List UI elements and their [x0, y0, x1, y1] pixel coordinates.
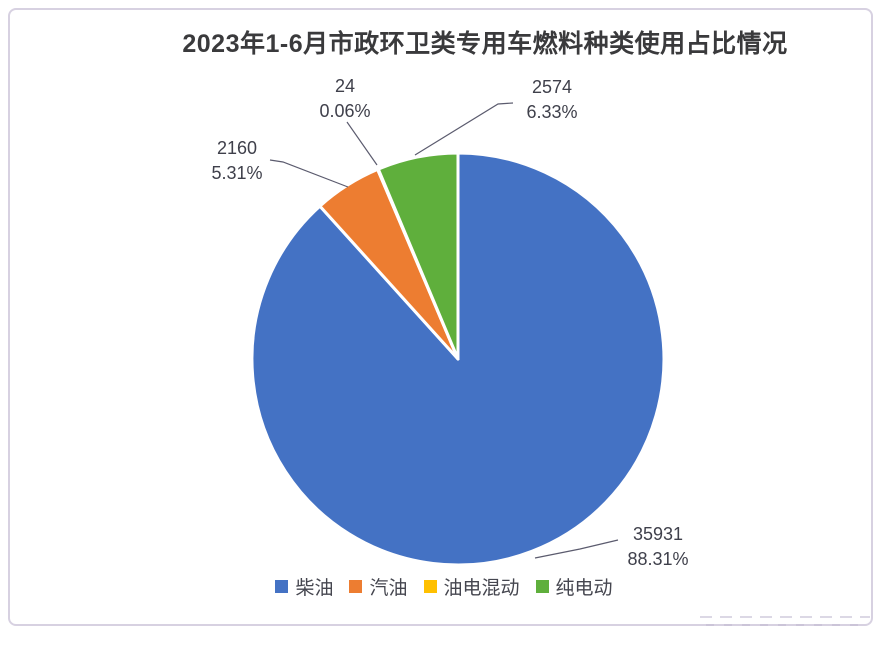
pie-slice-1 [250, 151, 666, 567]
legend-swatch-icon [275, 580, 289, 593]
legend-item-label: 汽油 [369, 578, 408, 599]
legend-swatch-icon [423, 580, 437, 593]
leader-line-3 [346, 121, 378, 166]
pie-slice-4 [376, 151, 460, 361]
legend-item-4: 纯电动 [535, 573, 613, 600]
legend-item-label: 纯电动 [555, 578, 613, 599]
data-label-diesel: 35931 88.31% [627, 522, 688, 572]
chart-title: 2023年1-6月市政环卫类专用车燃料种类使用占比情况 [182, 30, 788, 58]
legend: 柴油 汽油 油电混动 纯电动 [0, 573, 888, 600]
leader-line-2 [269, 159, 349, 188]
data-label-percent: 0.06% [319, 101, 371, 121]
data-label-value: 2574 [531, 77, 573, 97]
legend-swatch-icon [349, 580, 363, 593]
data-label-value: 35931 [632, 524, 684, 544]
legend-swatch-icon [535, 580, 549, 593]
leader-line-4 [414, 102, 514, 156]
legend-item-3: 油电混动 [423, 573, 520, 600]
data-label-electric: 2574 6.33% [526, 75, 577, 125]
data-label-hybrid: 24 0.06% [319, 74, 370, 124]
legend-item-2: 汽油 [349, 573, 408, 600]
data-label-percent: 5.31% [211, 163, 263, 183]
leader-line-1 [534, 539, 619, 559]
data-label-percent: 6.33% [526, 102, 578, 122]
data-label-gasoline: 2160 5.31% [211, 136, 262, 186]
legend-item-label: 油电混动 [443, 578, 520, 599]
data-label-value: 2160 [216, 138, 258, 158]
data-label-percent: 88.31% [627, 549, 689, 569]
legend-item-label: 柴油 [295, 578, 334, 599]
data-label-value: 24 [334, 76, 356, 96]
legend-item-1: 柴油 [275, 573, 333, 600]
